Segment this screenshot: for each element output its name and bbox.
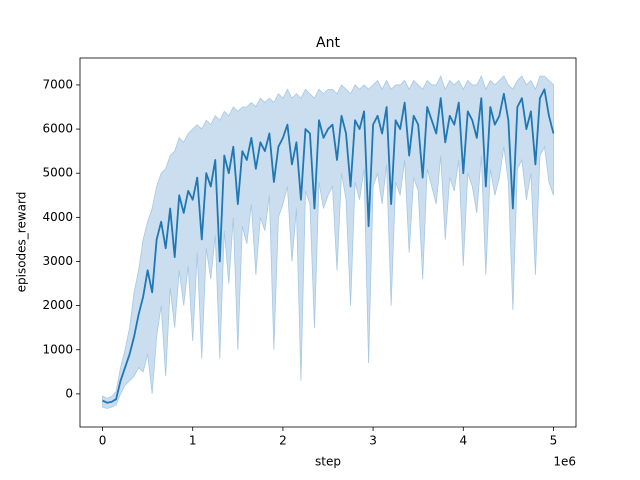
y-tick-label: 0 bbox=[65, 386, 73, 400]
y-tick-label: 7000 bbox=[42, 77, 73, 91]
x-offset-label: 1e6 bbox=[553, 455, 576, 469]
mean-line bbox=[102, 88, 555, 404]
y-tick-label: 5000 bbox=[42, 166, 73, 180]
y-tick-label: 6000 bbox=[42, 122, 73, 136]
y-tick-label: 2000 bbox=[42, 298, 73, 312]
y-tick-label: 3000 bbox=[42, 254, 73, 268]
chart-title: Ant bbox=[316, 35, 340, 51]
x-axis-label: step bbox=[315, 455, 341, 469]
y-tick-label: 4000 bbox=[42, 210, 73, 224]
x-tick-label: 2 bbox=[279, 434, 287, 448]
x-tick-label: 3 bbox=[369, 434, 377, 448]
x-tick-label: 5 bbox=[550, 434, 558, 448]
x-tick-label: 1 bbox=[189, 434, 197, 448]
x-tick-label: 0 bbox=[99, 434, 107, 448]
y-tick-label: 1000 bbox=[42, 342, 73, 356]
y-axis-label: episodes_reward bbox=[15, 192, 29, 293]
x-tick-label: 4 bbox=[459, 434, 467, 448]
plot-frame bbox=[79, 57, 577, 428]
